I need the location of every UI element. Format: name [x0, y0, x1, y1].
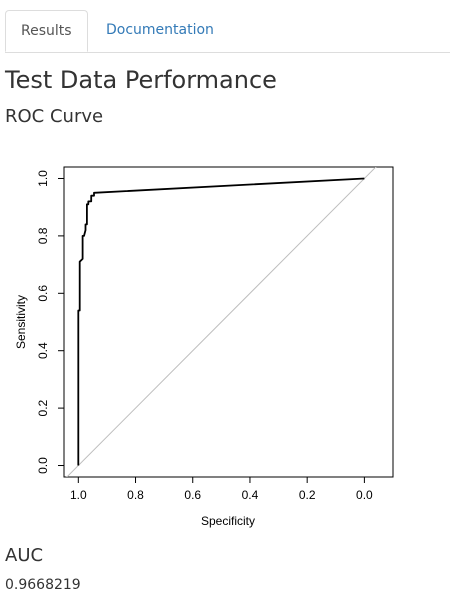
y-tick-label: 0.6: [36, 285, 50, 302]
x-tick-label: 0.6: [184, 488, 201, 502]
roc-plot: 1.0 0.8 0.6 0.4 0.2 0.0 0.0 0.2 0.4 0.6 0.8 1.0 Sp…: [0, 140, 410, 540]
reference-diagonal: [66, 167, 377, 477]
y-tick-label: 0.2: [36, 399, 50, 416]
y-tick-label: 0.4: [36, 342, 50, 359]
roc-chart: 1.0 0.8 0.6 0.4 0.2 0.0 0.0 0.2 0.4 0.6 0.8 1.0 Sp…: [14, 166, 394, 528]
y-axis-label: Sensitivity: [14, 295, 28, 349]
x-tick-label: 0.2: [299, 488, 316, 502]
section-title-roc: ROC Curve: [5, 106, 104, 127]
x-tick-label: 1.0: [70, 488, 87, 502]
tab-results[interactable]: Results: [5, 10, 88, 52]
y-tick-label: 1.0: [36, 170, 50, 187]
tab-documentation[interactable]: Documentation: [106, 22, 214, 38]
auc-title: AUC: [5, 545, 44, 566]
x-tick-label: 0.4: [242, 488, 259, 502]
roc-curve-line: [77, 177, 365, 466]
page-title: Test Data Performance: [5, 66, 277, 94]
auc-value: 0.9668219: [5, 577, 81, 593]
y-tick-label: 0.0: [36, 457, 50, 474]
x-tick-label: 0.0: [356, 488, 373, 502]
x-tick-label: 0.8: [127, 488, 144, 502]
tab-bar: Results Documentation: [5, 10, 450, 53]
x-axis-label: Specificity: [201, 514, 255, 528]
y-tick-label: 0.8: [36, 227, 50, 244]
